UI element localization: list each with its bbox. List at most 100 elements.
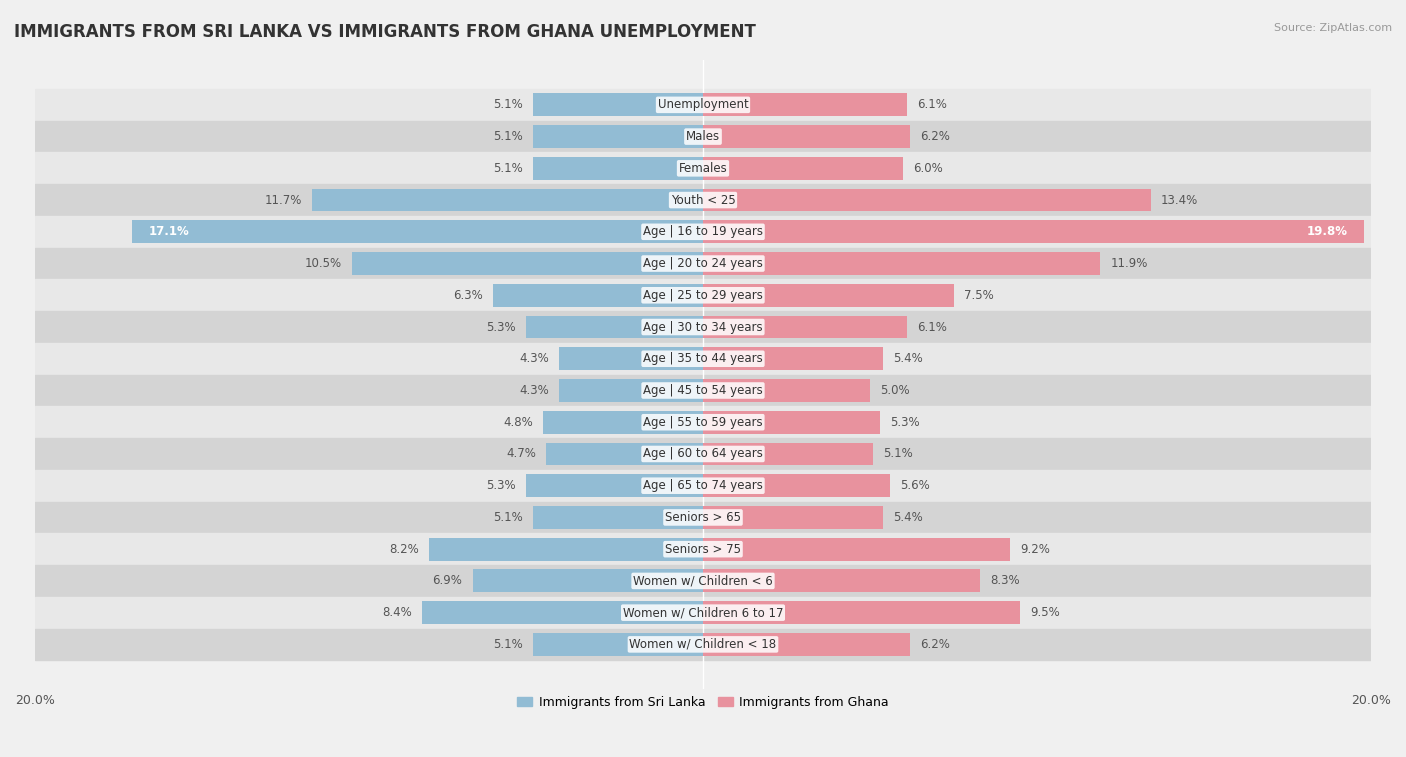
Bar xyxy=(703,157,904,179)
Bar xyxy=(703,537,1011,561)
Bar xyxy=(526,475,703,497)
Text: 6.9%: 6.9% xyxy=(433,575,463,587)
Bar xyxy=(703,316,907,338)
Text: 5.1%: 5.1% xyxy=(494,638,523,651)
Bar xyxy=(533,125,703,148)
Text: Age | 35 to 44 years: Age | 35 to 44 years xyxy=(643,352,763,366)
Bar xyxy=(472,569,703,592)
Bar xyxy=(703,443,873,466)
Text: Age | 55 to 59 years: Age | 55 to 59 years xyxy=(643,416,763,428)
Text: 10.5%: 10.5% xyxy=(305,257,342,270)
Bar xyxy=(35,502,1371,534)
Bar xyxy=(703,506,883,529)
Text: 5.1%: 5.1% xyxy=(494,98,523,111)
Bar xyxy=(546,443,703,466)
Text: 6.1%: 6.1% xyxy=(917,320,946,334)
Text: 4.8%: 4.8% xyxy=(503,416,533,428)
Bar xyxy=(35,407,1371,438)
Text: 11.7%: 11.7% xyxy=(264,194,302,207)
Bar xyxy=(703,220,1364,243)
Text: 5.3%: 5.3% xyxy=(890,416,920,428)
Bar xyxy=(35,279,1371,311)
Text: 9.5%: 9.5% xyxy=(1031,606,1060,619)
Bar xyxy=(703,188,1150,211)
Text: 11.9%: 11.9% xyxy=(1111,257,1147,270)
Text: Females: Females xyxy=(679,162,727,175)
Text: Age | 45 to 54 years: Age | 45 to 54 years xyxy=(643,384,763,397)
Text: 4.3%: 4.3% xyxy=(520,384,550,397)
Text: 5.3%: 5.3% xyxy=(486,320,516,334)
Text: 7.5%: 7.5% xyxy=(963,288,993,302)
Text: 13.4%: 13.4% xyxy=(1160,194,1198,207)
Bar xyxy=(526,316,703,338)
Bar xyxy=(353,252,703,275)
Bar xyxy=(35,120,1371,152)
Bar xyxy=(703,284,953,307)
Text: Age | 25 to 29 years: Age | 25 to 29 years xyxy=(643,288,763,302)
Bar xyxy=(703,379,870,402)
Text: 9.2%: 9.2% xyxy=(1021,543,1050,556)
Text: Women w/ Children < 18: Women w/ Children < 18 xyxy=(630,638,776,651)
Bar xyxy=(492,284,703,307)
Text: 5.4%: 5.4% xyxy=(893,352,924,366)
Text: 4.3%: 4.3% xyxy=(520,352,550,366)
Text: 6.3%: 6.3% xyxy=(453,288,482,302)
Text: 5.4%: 5.4% xyxy=(893,511,924,524)
Bar xyxy=(35,343,1371,375)
Bar xyxy=(35,248,1371,279)
Bar xyxy=(35,628,1371,660)
Bar xyxy=(35,534,1371,565)
Text: Age | 60 to 64 years: Age | 60 to 64 years xyxy=(643,447,763,460)
Text: 6.2%: 6.2% xyxy=(920,638,950,651)
Text: 8.3%: 8.3% xyxy=(990,575,1019,587)
Text: Women w/ Children 6 to 17: Women w/ Children 6 to 17 xyxy=(623,606,783,619)
Bar xyxy=(429,537,703,561)
Text: Males: Males xyxy=(686,130,720,143)
Bar xyxy=(35,565,1371,597)
Bar xyxy=(35,152,1371,184)
Bar xyxy=(35,438,1371,470)
Bar xyxy=(35,184,1371,216)
Bar xyxy=(560,379,703,402)
Bar xyxy=(35,597,1371,628)
Bar xyxy=(703,569,980,592)
Bar xyxy=(703,252,1101,275)
Bar xyxy=(533,633,703,656)
Text: Seniors > 75: Seniors > 75 xyxy=(665,543,741,556)
Bar xyxy=(703,93,907,117)
Text: 5.1%: 5.1% xyxy=(494,162,523,175)
Bar xyxy=(703,601,1021,624)
Text: Seniors > 65: Seniors > 65 xyxy=(665,511,741,524)
Text: 5.3%: 5.3% xyxy=(486,479,516,492)
Legend: Immigrants from Sri Lanka, Immigrants from Ghana: Immigrants from Sri Lanka, Immigrants fr… xyxy=(512,691,894,714)
Bar xyxy=(703,347,883,370)
Bar xyxy=(703,475,890,497)
Text: Age | 20 to 24 years: Age | 20 to 24 years xyxy=(643,257,763,270)
Text: 6.1%: 6.1% xyxy=(917,98,946,111)
Bar xyxy=(35,89,1371,120)
Text: 5.6%: 5.6% xyxy=(900,479,929,492)
Bar xyxy=(703,125,910,148)
Text: Women w/ Children < 6: Women w/ Children < 6 xyxy=(633,575,773,587)
Text: 5.1%: 5.1% xyxy=(494,511,523,524)
Bar xyxy=(35,311,1371,343)
Text: 17.1%: 17.1% xyxy=(149,226,190,238)
Bar xyxy=(35,470,1371,502)
Bar xyxy=(35,216,1371,248)
Text: Source: ZipAtlas.com: Source: ZipAtlas.com xyxy=(1274,23,1392,33)
Text: Youth < 25: Youth < 25 xyxy=(671,194,735,207)
Text: 4.7%: 4.7% xyxy=(506,447,536,460)
Bar xyxy=(703,633,910,656)
Bar xyxy=(35,375,1371,407)
Bar xyxy=(422,601,703,624)
Text: 6.0%: 6.0% xyxy=(914,162,943,175)
Text: 8.4%: 8.4% xyxy=(382,606,412,619)
Text: Unemployment: Unemployment xyxy=(658,98,748,111)
Text: 8.2%: 8.2% xyxy=(389,543,419,556)
Text: 5.1%: 5.1% xyxy=(883,447,912,460)
Bar xyxy=(543,411,703,434)
Text: 6.2%: 6.2% xyxy=(920,130,950,143)
Text: Age | 65 to 74 years: Age | 65 to 74 years xyxy=(643,479,763,492)
Text: Age | 30 to 34 years: Age | 30 to 34 years xyxy=(643,320,763,334)
Text: 5.1%: 5.1% xyxy=(494,130,523,143)
